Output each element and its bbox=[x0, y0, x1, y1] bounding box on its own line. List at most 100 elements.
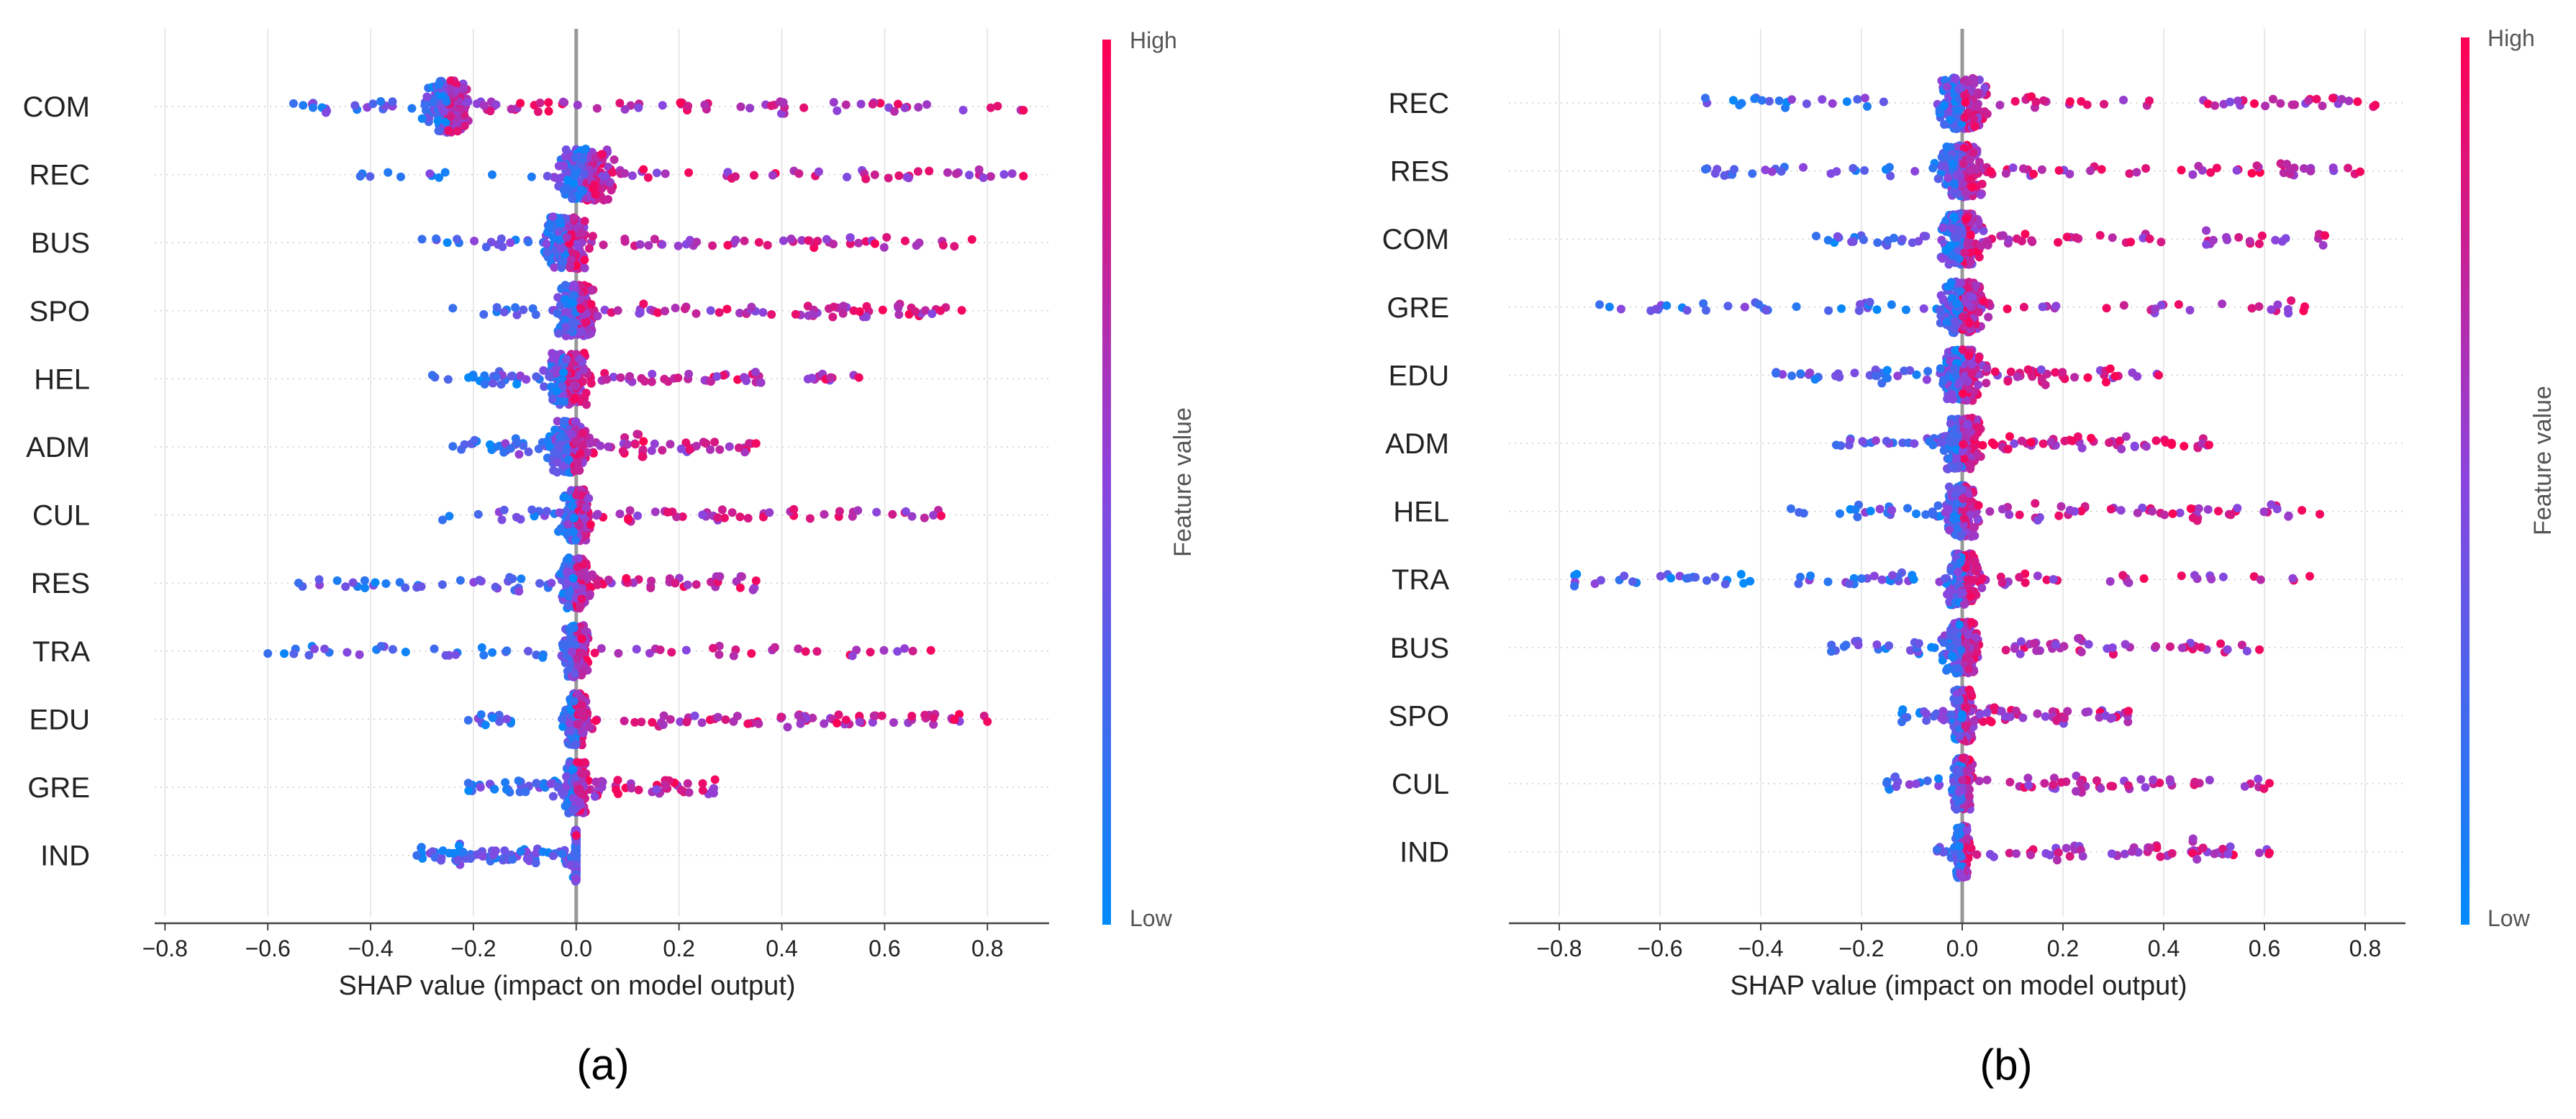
shap-point bbox=[2226, 97, 2235, 107]
shap-point bbox=[1849, 163, 1858, 173]
shap-point bbox=[444, 126, 453, 135]
shap-point bbox=[650, 507, 660, 517]
shap-point bbox=[652, 784, 661, 794]
feature-points-EDU bbox=[1772, 345, 2163, 405]
shap-point bbox=[1792, 302, 1801, 312]
shap-point bbox=[2132, 168, 2141, 177]
shap-point bbox=[794, 169, 804, 178]
shap-point bbox=[1959, 454, 1969, 463]
shap-point bbox=[574, 522, 584, 531]
shap-point bbox=[620, 105, 630, 114]
shap-point bbox=[993, 101, 1002, 111]
shap-point bbox=[502, 785, 511, 794]
shap-point bbox=[2056, 502, 2066, 511]
shap-point bbox=[1986, 167, 1995, 176]
shap-point bbox=[544, 107, 553, 116]
shap-point bbox=[1963, 419, 1972, 428]
shap-point bbox=[562, 354, 571, 363]
shap-point bbox=[630, 717, 640, 727]
shap-point bbox=[561, 322, 571, 332]
shap-point bbox=[921, 306, 930, 315]
shap-point bbox=[1985, 507, 1995, 516]
shap-point bbox=[740, 236, 749, 245]
shap-point bbox=[710, 775, 720, 784]
shap-point bbox=[658, 445, 667, 455]
shap-point bbox=[550, 263, 559, 272]
shap-point bbox=[570, 394, 579, 404]
shap-point bbox=[1977, 241, 1986, 250]
shap-point bbox=[448, 304, 458, 313]
shap-point bbox=[559, 160, 568, 170]
shap-point bbox=[596, 441, 605, 450]
shap-point bbox=[983, 717, 992, 726]
shap-point bbox=[624, 515, 633, 525]
shap-point bbox=[888, 509, 897, 519]
feature-label: COM bbox=[23, 91, 90, 123]
shap-point bbox=[2145, 234, 2154, 243]
shap-point bbox=[1919, 304, 1928, 313]
shap-point bbox=[446, 84, 455, 94]
shap-point bbox=[560, 492, 569, 502]
shap-point bbox=[820, 719, 829, 728]
shap-point bbox=[558, 788, 566, 797]
shap-point bbox=[499, 448, 509, 457]
shap-point bbox=[870, 170, 879, 179]
shap-point bbox=[845, 239, 855, 248]
colorbar-low-label: Low bbox=[1130, 905, 1173, 931]
shap-point bbox=[1871, 436, 1880, 445]
shap-point bbox=[2086, 166, 2095, 176]
shap-point bbox=[548, 354, 558, 363]
shap-point bbox=[796, 719, 805, 728]
shap-point bbox=[615, 99, 625, 108]
shap-point bbox=[1958, 179, 1967, 189]
shap-point bbox=[719, 371, 728, 380]
shap-point bbox=[894, 310, 904, 320]
shap-point bbox=[543, 171, 552, 181]
shap-point bbox=[943, 168, 952, 177]
shap-point bbox=[608, 168, 617, 177]
shap-point bbox=[550, 448, 559, 458]
shap-point bbox=[568, 647, 576, 656]
shap-point bbox=[2141, 442, 2151, 451]
feature-label: IND bbox=[40, 841, 90, 872]
shap-point bbox=[568, 299, 577, 307]
shap-point bbox=[1842, 97, 1851, 107]
shap-point bbox=[1928, 163, 1938, 173]
shap-point bbox=[573, 720, 582, 729]
shap-point bbox=[735, 309, 744, 317]
shap-point bbox=[635, 240, 645, 249]
shap-point bbox=[2054, 237, 2063, 247]
shap-point bbox=[620, 716, 629, 725]
shap-point bbox=[1979, 296, 1988, 306]
shap-point bbox=[498, 242, 507, 251]
shap-point bbox=[2095, 231, 2105, 240]
shap-point bbox=[496, 234, 506, 243]
shap-point bbox=[571, 417, 580, 426]
shap-point bbox=[2145, 96, 2154, 105]
shap-point bbox=[2247, 168, 2257, 178]
shap-point bbox=[715, 308, 724, 317]
shap-point bbox=[569, 697, 579, 706]
shap-point bbox=[2267, 305, 2276, 314]
shap-point bbox=[600, 305, 609, 314]
shap-point bbox=[553, 309, 562, 318]
shap-point bbox=[1960, 248, 1969, 258]
shap-point bbox=[607, 186, 616, 195]
shap-point bbox=[748, 585, 758, 594]
shap-point bbox=[1767, 167, 1777, 176]
shap-point bbox=[1871, 371, 1880, 381]
shap-point bbox=[2285, 166, 2295, 175]
shap-point bbox=[567, 430, 576, 439]
shap-point bbox=[922, 100, 932, 109]
shap-point bbox=[814, 167, 823, 176]
shap-point bbox=[2210, 101, 2219, 110]
shap-point bbox=[502, 715, 512, 724]
shap-point bbox=[747, 649, 756, 658]
shap-point bbox=[561, 145, 571, 154]
shap-point bbox=[794, 711, 803, 720]
shap-point bbox=[1939, 101, 1949, 110]
shap-point bbox=[538, 847, 548, 856]
shap-point bbox=[299, 101, 308, 110]
shap-point bbox=[581, 503, 591, 512]
shap-point bbox=[2212, 163, 2221, 173]
